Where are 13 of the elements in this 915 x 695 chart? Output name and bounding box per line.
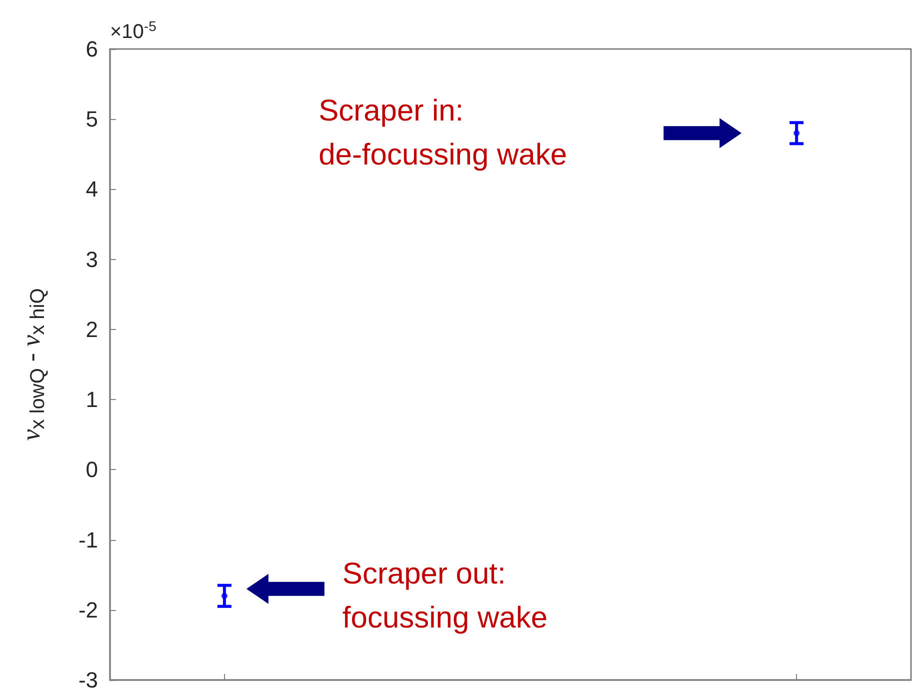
y-tick-label: 3 (86, 246, 98, 272)
y-tick-label: -1 (78, 527, 98, 552)
y-tick-label: -3 (78, 668, 98, 692)
y-tick-label: 0 (86, 457, 98, 482)
y-axis-title: νx lowQ - νx hiQ (16, 288, 49, 441)
annotation: Scraper in: de-focussing wake (318, 94, 568, 172)
y-tick-label: -2 (78, 597, 98, 622)
y-tick-label: 4 (86, 176, 98, 202)
y-tick-label: 2 (86, 316, 98, 342)
y-tick-label: 6 (86, 36, 98, 62)
y-tick-label: 5 (86, 106, 98, 132)
annotation: Scraper out: focussing wake (342, 557, 548, 634)
y-tick-label: 1 (86, 387, 98, 412)
